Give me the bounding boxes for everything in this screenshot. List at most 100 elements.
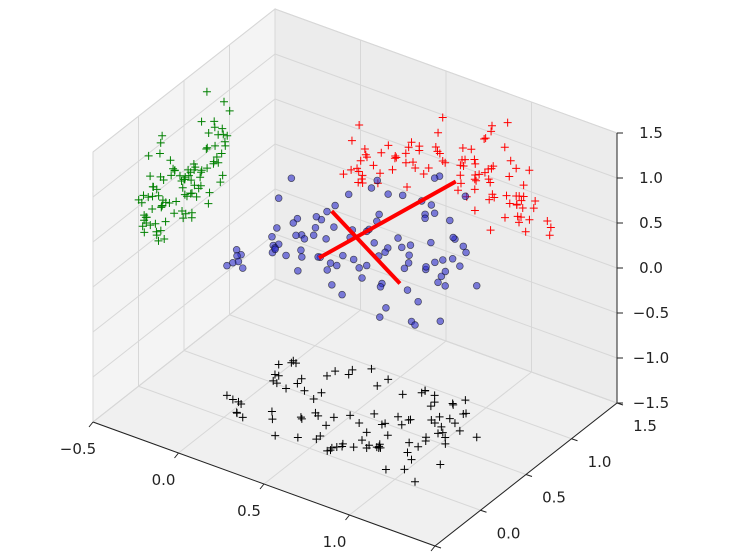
projection-xz-marker bbox=[218, 124, 227, 133]
projection-xy-marker bbox=[405, 438, 414, 447]
projection-xz-marker bbox=[197, 168, 206, 177]
projection-xz-marker bbox=[202, 87, 211, 96]
scatter-point bbox=[404, 259, 413, 267]
projection-xz-marker bbox=[180, 190, 189, 199]
projection-xz-marker bbox=[202, 144, 211, 153]
projection-xy-marker bbox=[455, 426, 464, 435]
projection-xy-marker bbox=[400, 465, 409, 474]
projection-yz-marker bbox=[390, 154, 399, 163]
projection-xz-marker bbox=[166, 156, 175, 165]
projection-yz-marker bbox=[519, 192, 528, 201]
projection-yz-marker bbox=[512, 191, 521, 200]
scatter-point bbox=[459, 242, 468, 251]
projection-xy-marker bbox=[329, 413, 338, 422]
projection-yz-marker bbox=[356, 156, 365, 165]
projection-yz-marker bbox=[515, 218, 524, 227]
z-tick-label: 0.5 bbox=[639, 214, 663, 232]
projection-xy-marker bbox=[362, 444, 371, 453]
scatter-point bbox=[328, 281, 336, 289]
projection-xz-marker bbox=[192, 192, 201, 201]
x-tick bbox=[174, 452, 179, 459]
projection-xy-marker bbox=[381, 465, 390, 474]
scatter-point bbox=[300, 235, 309, 243]
projection-xz-marker bbox=[220, 97, 229, 106]
projection-xy-marker bbox=[375, 440, 384, 449]
grid-line bbox=[92, 278, 276, 423]
scatter-point bbox=[355, 264, 363, 272]
projection-xy-marker bbox=[438, 428, 447, 437]
projection-yz-marker bbox=[546, 223, 555, 232]
projection-xz-marker bbox=[155, 149, 164, 158]
projection-yz-marker bbox=[403, 182, 412, 191]
projection-yz-marker bbox=[472, 176, 481, 185]
projection-yz-marker bbox=[441, 158, 450, 167]
projection-xz-marker bbox=[216, 178, 225, 187]
projection-yz-marker bbox=[431, 142, 440, 151]
projection-yz-marker bbox=[415, 146, 424, 155]
projection-xz-marker bbox=[148, 182, 157, 191]
projection-xy-marker bbox=[384, 375, 393, 384]
projection-xz-marker bbox=[159, 175, 168, 184]
projection-yz-marker bbox=[518, 203, 527, 212]
projection-xy-marker bbox=[269, 376, 278, 385]
scatter-point bbox=[323, 266, 331, 274]
projection-xy-marker bbox=[426, 402, 435, 411]
scatter-point bbox=[370, 239, 378, 247]
scatter-point bbox=[376, 283, 385, 291]
z-tick-label: 1.5 bbox=[639, 124, 663, 142]
scatter-point bbox=[427, 201, 436, 209]
projection-xy-marker bbox=[314, 411, 323, 420]
projection-yz-marker bbox=[361, 150, 370, 159]
projection-yz-marker bbox=[360, 145, 369, 154]
projection-yz-marker bbox=[505, 172, 514, 181]
projection-yz-marker bbox=[435, 149, 444, 158]
z-tick-label: −1.0 bbox=[633, 349, 669, 367]
scatter-point bbox=[322, 235, 330, 243]
scatter-point bbox=[362, 261, 371, 270]
projection-xz-marker bbox=[148, 192, 157, 201]
projection-yz-marker bbox=[470, 175, 479, 184]
scatter-point bbox=[358, 274, 366, 282]
projection-yz-marker bbox=[357, 174, 366, 183]
scatter-point bbox=[330, 223, 338, 231]
y-tick-label: 1.0 bbox=[588, 453, 612, 471]
scatter-point bbox=[373, 176, 382, 185]
projection-yz-markers bbox=[339, 113, 555, 240]
projection-yz-marker bbox=[512, 164, 521, 173]
projection-xy-marker bbox=[282, 384, 291, 393]
scatter-point bbox=[382, 304, 390, 312]
projection-xy-marker bbox=[430, 398, 439, 407]
projection-xz-marker bbox=[170, 166, 179, 175]
projection-xy-marker bbox=[287, 358, 296, 367]
projection-xy-marker bbox=[398, 390, 407, 399]
projection-yz-marker bbox=[502, 191, 511, 200]
projection-xy-markers bbox=[222, 356, 481, 486]
y-tick-label: 0.5 bbox=[542, 489, 566, 507]
projection-xz-marker bbox=[139, 191, 148, 200]
projection-xz-marker bbox=[140, 228, 149, 237]
projection-xz-marker bbox=[210, 117, 219, 126]
z-tick-label: 1.0 bbox=[639, 169, 663, 187]
scatter-point bbox=[434, 278, 442, 287]
projection-yz-marker bbox=[487, 121, 496, 130]
projection-yz-marker bbox=[369, 161, 378, 170]
projection-xz-marker bbox=[146, 221, 155, 230]
scatter-point bbox=[400, 264, 409, 273]
scatter-point bbox=[405, 251, 413, 259]
scatter-point bbox=[311, 223, 320, 232]
principal-axis-lines bbox=[318, 179, 457, 285]
scatter-point bbox=[367, 184, 376, 192]
projection-yz-marker bbox=[517, 213, 526, 222]
projection-yz-marker bbox=[517, 196, 526, 205]
projection-yz-marker bbox=[353, 164, 362, 173]
projection-xz-marker bbox=[157, 202, 166, 211]
x-tick bbox=[88, 421, 94, 428]
projection-xz-marker bbox=[218, 171, 227, 180]
projection-yz-marker bbox=[475, 170, 484, 179]
scatter-points-3d bbox=[223, 172, 481, 329]
projection-xz-marker bbox=[156, 226, 165, 235]
projection-xy-marker bbox=[238, 413, 247, 422]
scatter-point bbox=[273, 224, 281, 232]
scatter-point bbox=[394, 234, 402, 242]
projection-xy-marker bbox=[228, 395, 237, 404]
